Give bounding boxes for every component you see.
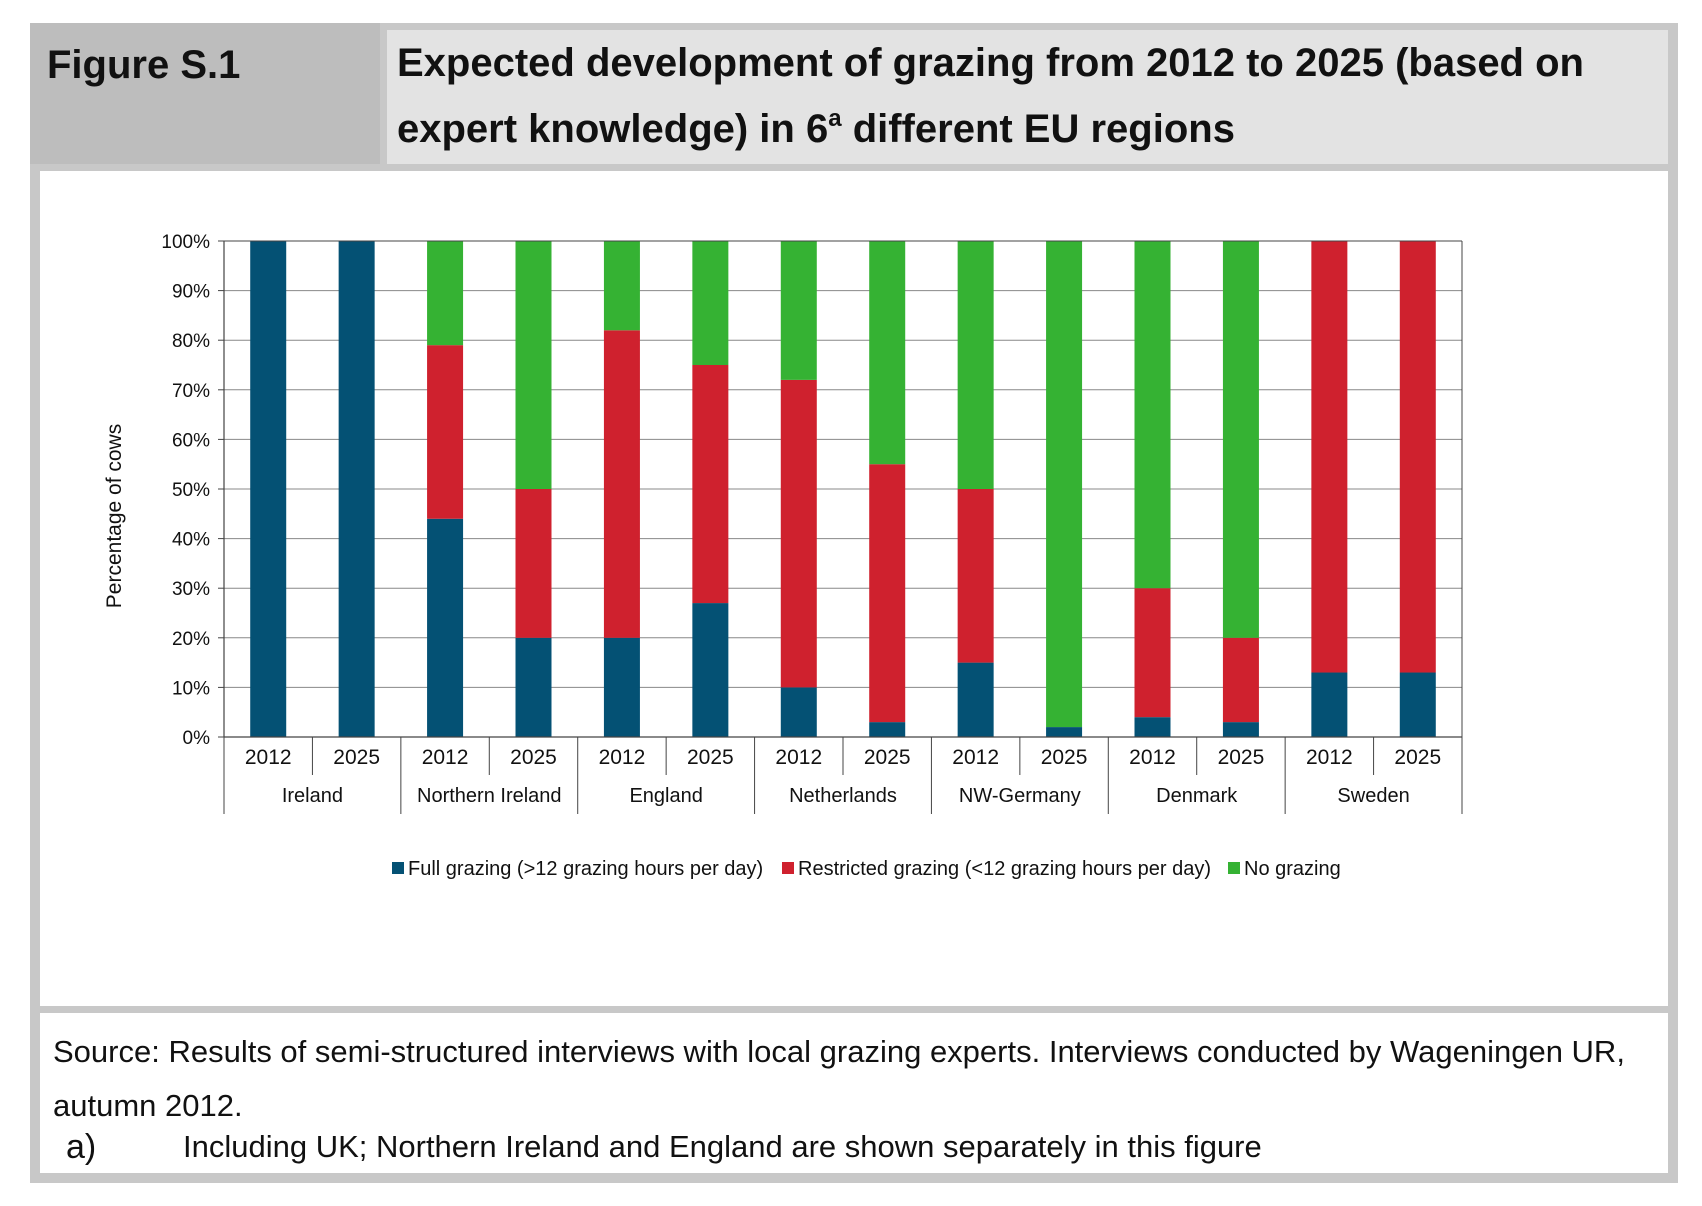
x-year-label: 2012	[1129, 746, 1176, 769]
y-tick-label: 100%	[161, 232, 210, 253]
x-group-label: Sweden	[1337, 785, 1409, 807]
x-year-label: 2012	[1306, 746, 1353, 769]
bar-segment-full	[957, 662, 994, 737]
y-tick-label: 90%	[172, 282, 210, 303]
bar-segment-full	[603, 637, 640, 737]
bar-segment-full	[427, 518, 464, 737]
x-year-label: 2025	[510, 746, 557, 769]
x-year-label: 2025	[333, 746, 380, 769]
figure-title-box: Expected development of grazing from 201…	[387, 30, 1668, 164]
x-year-label: 2025	[1041, 746, 1088, 769]
bars	[250, 241, 1436, 737]
bar-segment-none	[1134, 241, 1171, 589]
bar-segment-restricted	[427, 345, 464, 519]
bar-segment-restricted	[603, 330, 640, 638]
bar-segment-none	[780, 241, 817, 380]
x-group-label: Netherlands	[789, 785, 897, 807]
bar-segment-full	[515, 637, 552, 737]
bar-segment-restricted	[692, 365, 729, 604]
bar-segment-full	[692, 603, 729, 737]
title-part-2: different EU regions	[841, 107, 1235, 151]
footnote-marker: a)	[66, 1128, 97, 1166]
y-tick-labels: 0% 10% 20% 30% 40% 50% 60% 70% 80% 90% 100%	[161, 232, 210, 749]
y-tick-label: 80%	[172, 331, 210, 352]
bar-segment-none	[692, 241, 729, 365]
bar-segment-none	[603, 241, 640, 331]
bar-segment-restricted	[780, 379, 817, 688]
y-tick-label: 50%	[172, 480, 210, 501]
source-text: Source: Results of semi-structured inter…	[53, 1034, 1625, 1123]
y-tick-label: 30%	[172, 579, 210, 600]
legend-label: No grazing	[1244, 858, 1341, 880]
source-panel: Source: Results of semi-structured inter…	[40, 1013, 1668, 1173]
bar-segment-restricted	[515, 489, 552, 638]
x-year-label: 2012	[775, 746, 822, 769]
title-part-1: Expected development of grazing from 201…	[397, 41, 1584, 151]
x-year-label: 2025	[687, 746, 734, 769]
bar-segment-restricted	[1399, 241, 1436, 673]
x-year-label: 2025	[1394, 746, 1441, 769]
bar-segment-full	[1399, 672, 1436, 737]
bar-segment-full	[338, 241, 375, 737]
legend-label: Full grazing (>12 grazing hours per day)	[408, 858, 763, 880]
bar-segment-full	[1311, 672, 1348, 737]
figure-label: Figure S.1	[47, 43, 241, 87]
x-group-label: Denmark	[1156, 785, 1238, 807]
bar-segment-full	[1134, 717, 1171, 737]
bar-segment-none	[957, 241, 994, 489]
legend-swatch	[392, 862, 404, 874]
y-tick-label: 70%	[172, 381, 210, 402]
legend-label: Restricted grazing (<12 grazing hours pe…	[798, 858, 1211, 880]
bar-segment-full	[1222, 722, 1259, 737]
y-tick-label: 40%	[172, 530, 210, 551]
figure-frame: Figure S.1 Expected development of grazi…	[30, 23, 1678, 1183]
x-category-labels: 2012 2025 2012 2025 2012 2025 2012 2025 2012 2025…	[245, 746, 1441, 807]
bar-segment-full	[869, 722, 906, 737]
y-axis-label: Percentage of cows	[103, 424, 126, 608]
bar-segment-none	[1046, 241, 1083, 728]
y-tick-label: 60%	[172, 430, 210, 451]
y-tick-label: 10%	[172, 678, 210, 699]
x-year-label: 2012	[599, 746, 646, 769]
x-group-label: Ireland	[282, 785, 343, 807]
y-tick-label: 20%	[172, 629, 210, 650]
x-year-label: 2012	[422, 746, 469, 769]
x-group-label: Northern Ireland	[417, 785, 562, 807]
bar-segment-restricted	[957, 489, 994, 663]
axes	[218, 240, 1463, 814]
x-year-label: 2012	[245, 746, 292, 769]
figure-title: Expected development of grazing from 201…	[397, 30, 1657, 162]
bar-segment-none	[869, 241, 906, 465]
bar-segment-restricted	[1134, 588, 1171, 718]
footnote-text: Including UK; Northern Ireland and Engla…	[183, 1129, 1262, 1164]
chart-panel: 0% 10% 20% 30% 40% 50% 60% 70% 80% 90% 100% 2012 20…	[40, 171, 1668, 1006]
bar-segment-restricted	[1222, 637, 1259, 723]
x-year-label: 2025	[1218, 746, 1265, 769]
legend: Full grazing (>12 grazing hours per day)…	[392, 858, 1341, 880]
bar-segment-none	[1222, 241, 1259, 638]
bar-segment-restricted	[869, 464, 906, 723]
x-year-label: 2025	[864, 746, 911, 769]
y-tick-label: 0%	[183, 728, 211, 749]
bar-segment-full	[780, 687, 817, 737]
gridlines	[224, 240, 1462, 738]
bar-segment-full	[1046, 727, 1083, 737]
x-year-label: 2012	[952, 746, 999, 769]
bar-segment-none	[427, 241, 464, 346]
title-superscript: a	[828, 105, 842, 132]
legend-swatch	[1228, 862, 1240, 874]
x-group-label: England	[629, 785, 702, 807]
figure-label-box: Figure S.1	[30, 23, 380, 164]
bar-segment-restricted	[1311, 241, 1348, 673]
stacked-bar-chart: 0%10%20%30%40%50%60%70%80%90%100% 2012 20…	[103, 232, 1463, 880]
x-group-label: NW-Germany	[959, 785, 1081, 807]
bar-segment-none	[515, 241, 552, 489]
bar-segment-full	[250, 241, 287, 737]
legend-swatch	[782, 862, 794, 874]
